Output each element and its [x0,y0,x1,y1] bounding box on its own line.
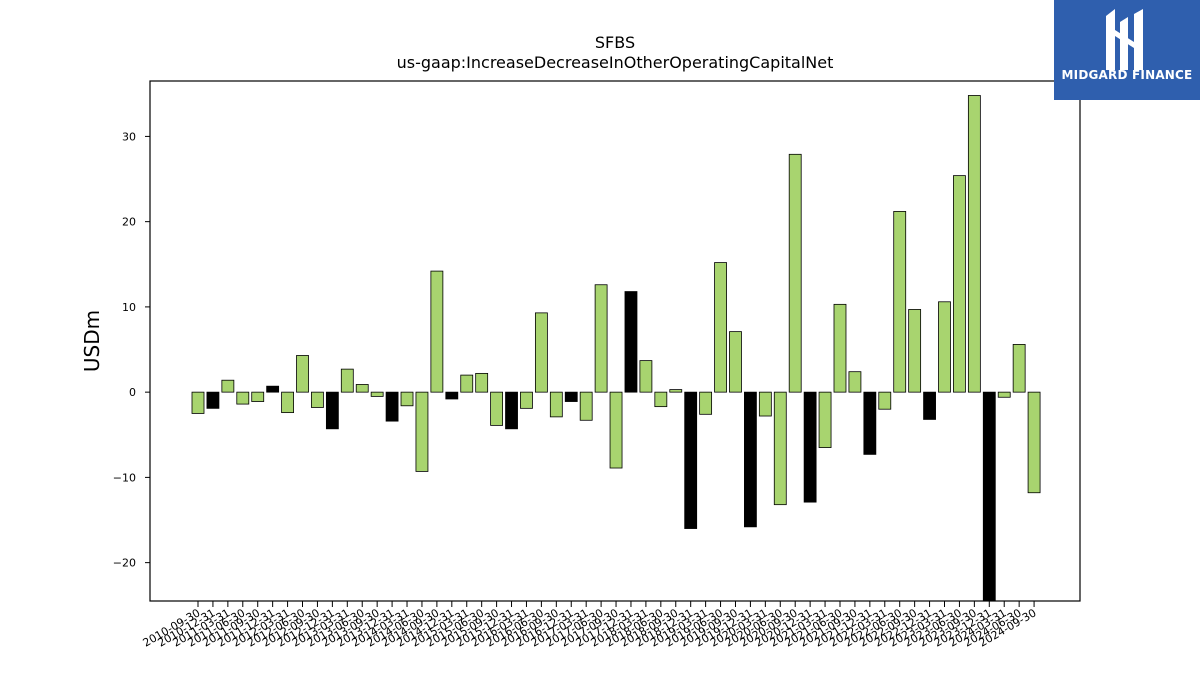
bar [1012,344,1026,393]
bar [281,391,294,414]
y-axis: −20 −10 0 10 20 30 [113,130,150,570]
bar [878,391,892,410]
bar [758,391,772,417]
brand-logo: MIDGARD FINANCE [1054,0,1200,100]
y-tick-label: 20 [122,216,136,229]
bar [893,211,907,393]
bar [355,384,369,393]
bar [520,391,533,409]
bar [908,309,922,393]
bar [953,175,966,393]
bar [803,391,817,503]
bar [1027,391,1041,494]
chart-subtitle: us-gaap:IncreaseDecreaseInOtherOperating… [396,53,834,72]
bar [773,391,787,506]
bar [534,312,548,393]
bar [594,284,608,393]
bar [400,391,414,407]
bar [505,391,518,430]
bar [788,153,802,393]
bar [460,374,474,393]
bar [624,291,638,393]
bar [385,391,399,422]
bar [684,391,698,529]
bar [475,372,489,393]
bar [415,391,429,472]
y-tick-label: −20 [113,557,136,570]
bar [729,331,742,393]
y-tick-label: 0 [129,386,136,399]
chart-title: SFBS [594,33,636,52]
bar [833,303,847,393]
bar [340,368,354,393]
bar [669,389,683,393]
bars-group [191,95,1041,602]
y-tick-label: −10 [113,471,136,484]
bar [445,391,459,400]
bar [221,379,235,393]
bar [699,391,713,415]
bar [938,301,951,393]
bar [325,391,339,430]
bar [296,355,309,393]
y-tick-label: 30 [122,130,136,143]
logo-text: MIDGARD FINANCE [1061,68,1193,82]
bar [639,360,653,393]
bar [490,391,504,426]
bar [609,391,623,469]
bar [236,391,250,405]
bar [744,391,757,528]
bar [251,391,265,402]
y-axis-label: USDm [80,310,104,372]
bar [982,391,996,602]
bar [714,262,727,393]
plot-frame [149,80,1081,602]
bar [191,391,205,414]
bar [863,391,877,455]
y-tick-label: 10 [122,301,136,314]
bar [579,391,593,421]
bar [370,391,384,397]
bar [848,371,862,393]
bar [311,391,324,408]
bar [923,391,936,420]
x-axis: 2010-09-302010-12-312011-03-312011-06-30… [141,601,1039,650]
bar [549,391,563,418]
bar [266,385,280,393]
bar [967,95,981,393]
bar [997,391,1011,398]
bar [818,391,832,448]
logo-mark-icon [1106,9,1143,70]
bar [564,391,578,402]
bar [206,391,220,409]
bar [654,391,668,408]
bar [430,270,444,393]
